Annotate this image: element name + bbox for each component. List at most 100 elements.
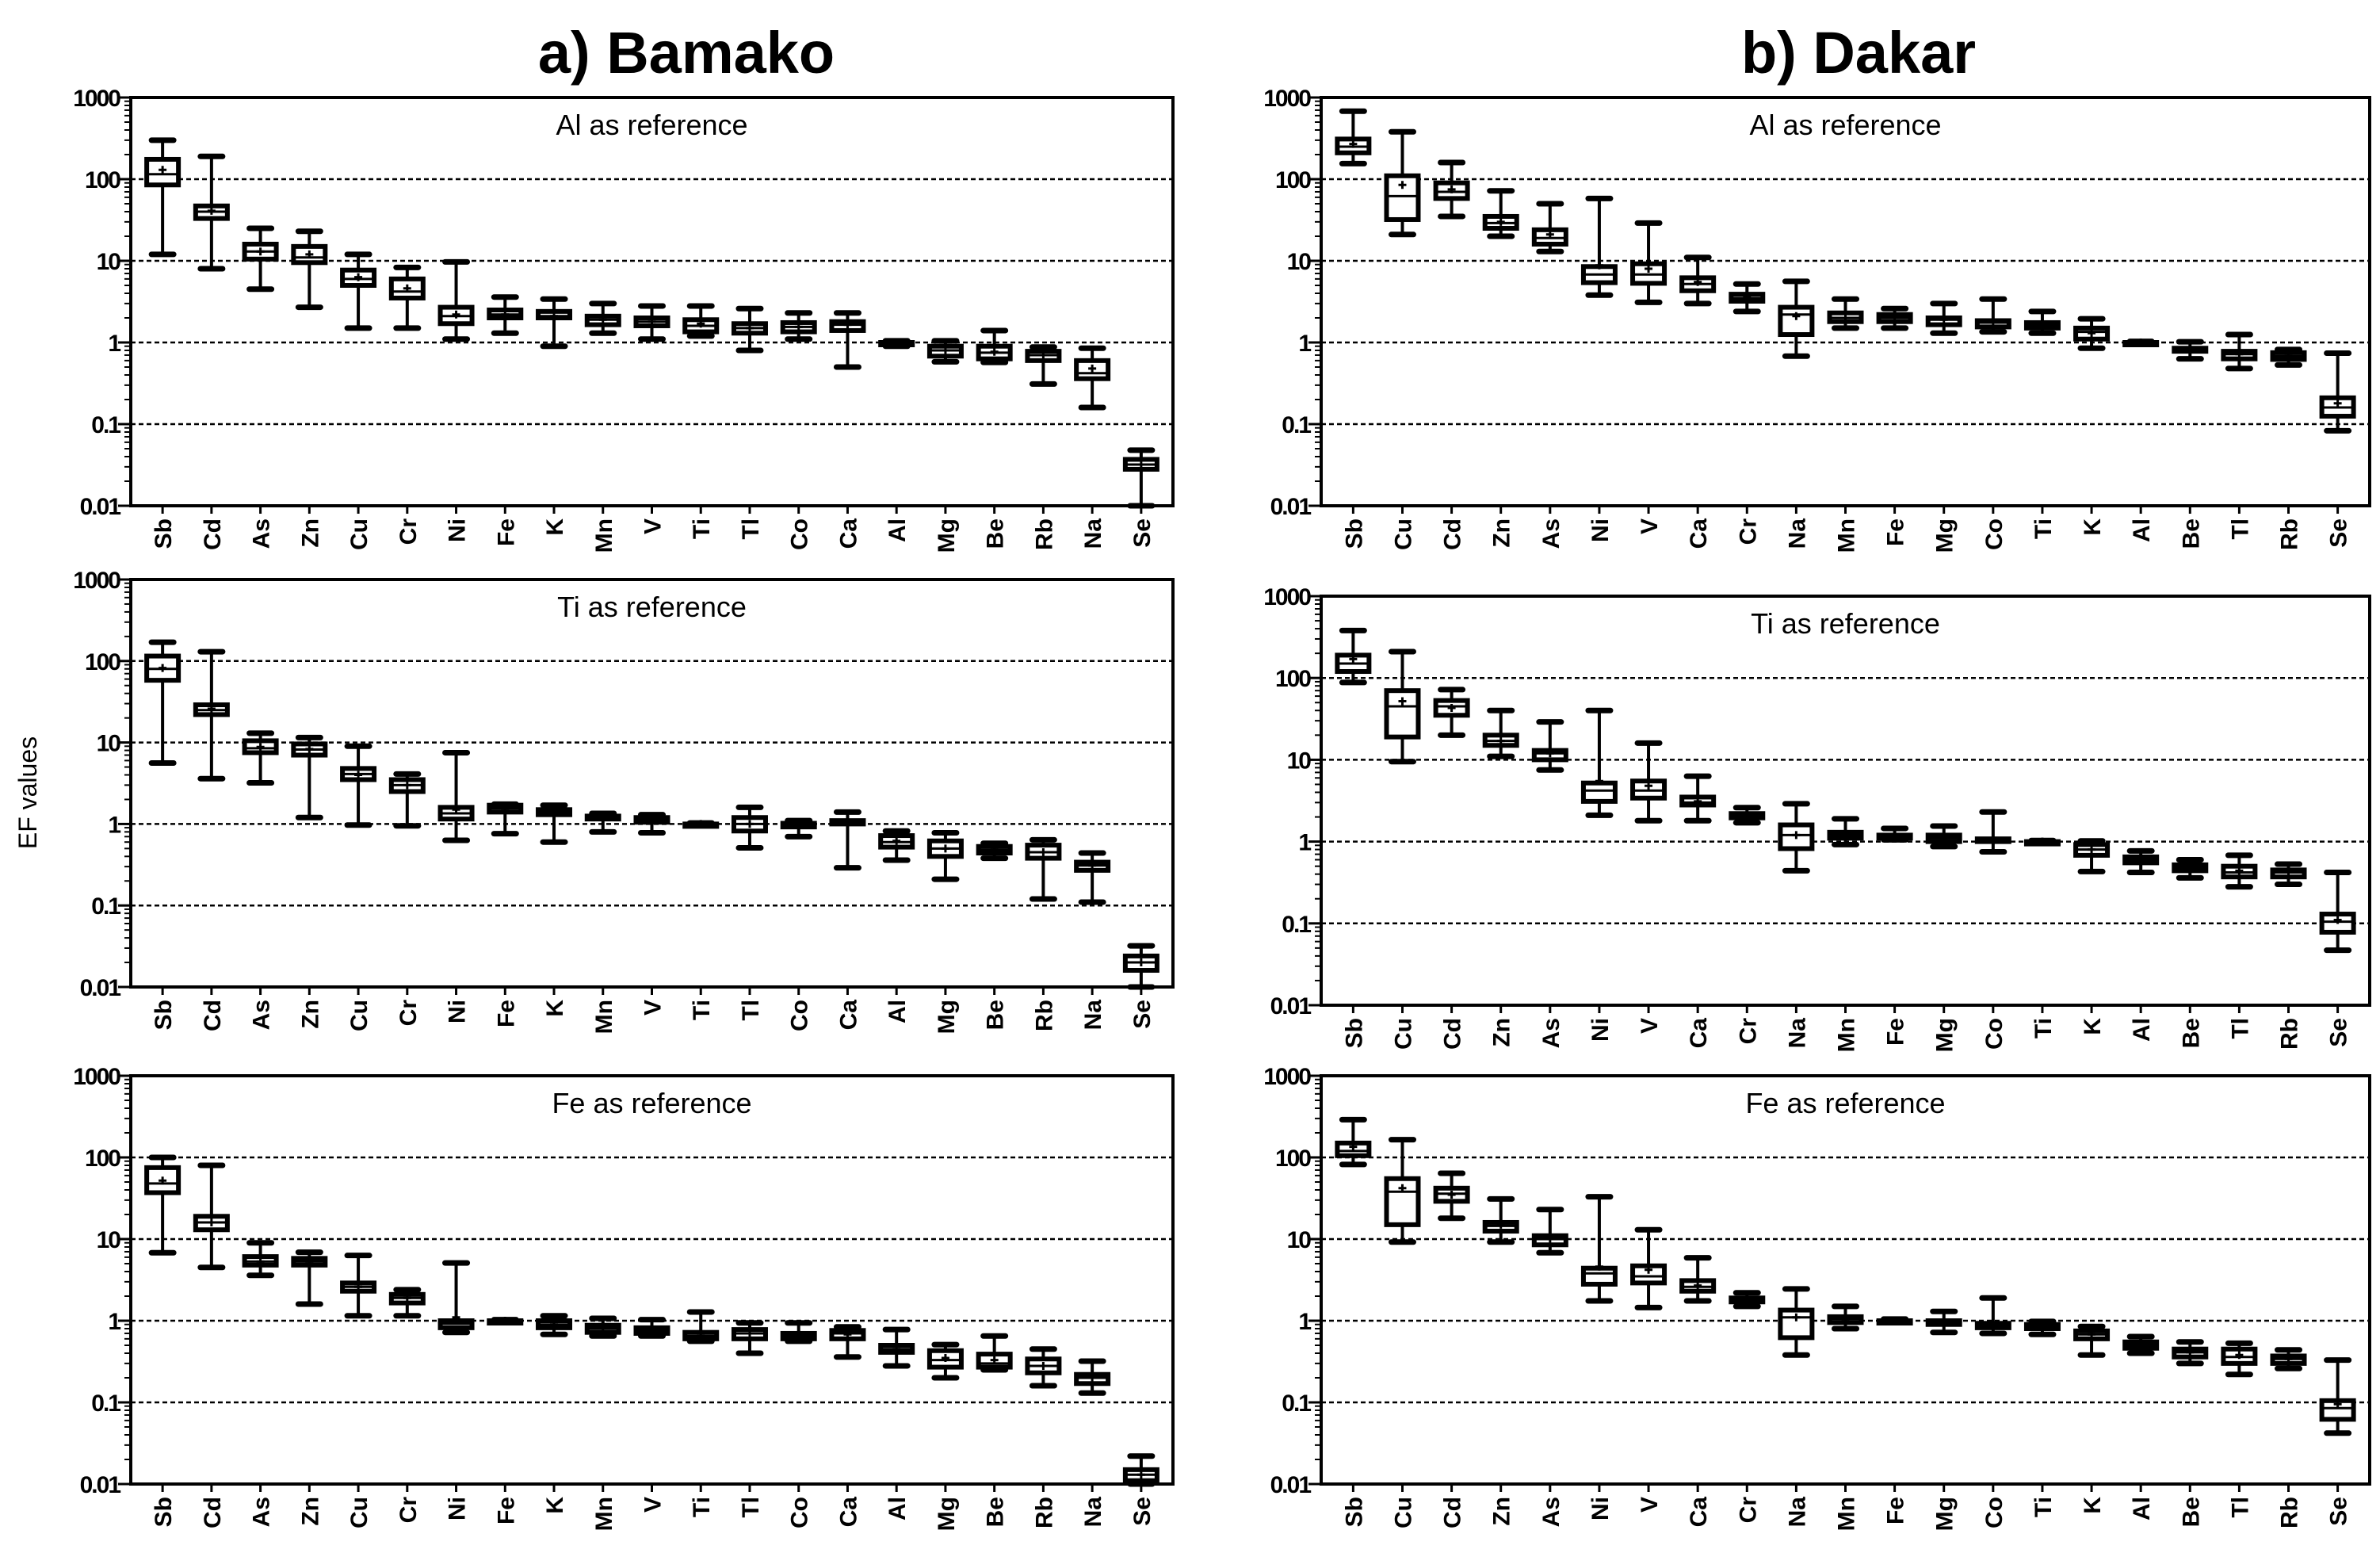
panel-bamako-al: 1000 100 10 1 0.1 0.01 Al as reference Sb Cd As Zn…	[73, 86, 1175, 553]
mean-marker	[1039, 350, 1048, 359]
box-zn: Zn	[1482, 188, 1519, 548]
x-tick-label: Ti	[689, 1000, 715, 1020]
box-rb: Rb	[2270, 861, 2307, 1050]
y-tick-label: 0.01	[1270, 494, 1312, 520]
x-tick-label: Ca	[835, 1000, 861, 1031]
x-tick-label: Ni	[1587, 518, 1614, 542]
box-co: Co	[1974, 1295, 2011, 1528]
mean-marker	[159, 166, 167, 174]
mean-marker	[1694, 1281, 1702, 1290]
x-tick-label: V	[1637, 518, 1663, 534]
x-tick-label: Tl	[2227, 1497, 2253, 1518]
mean-marker	[2038, 837, 2046, 846]
mean-marker	[1137, 1471, 1145, 1479]
box-ca: Ca	[1679, 1255, 1717, 1527]
mean-marker	[745, 820, 754, 828]
y-tick-label: 10	[97, 731, 121, 757]
mean-marker	[207, 206, 216, 215]
x-tick-label: As	[249, 518, 275, 549]
box-fe: Fe	[1876, 1316, 1913, 1524]
box-mg: Mg	[1925, 300, 1962, 553]
mean-marker	[1039, 1361, 1048, 1370]
mean-marker	[2284, 352, 2293, 361]
box-cr: Cr	[1729, 805, 1766, 1045]
iqr-box	[1384, 1176, 1421, 1227]
box-as: As	[1531, 719, 1568, 1048]
x-tick-label: As	[1538, 1018, 1564, 1048]
x-tick-label: Ni	[1587, 1497, 1614, 1520]
mean-marker	[2038, 1322, 2046, 1331]
box-cu: Cu	[340, 743, 377, 1031]
x-tick-label: Tl	[738, 518, 764, 540]
mean-marker	[1595, 777, 1603, 786]
mean-marker	[598, 316, 607, 324]
x-tick-label: Zn	[297, 1497, 323, 1526]
box-be: Be	[976, 327, 1013, 549]
panel-dakar-fe: 1000 100 10 1 0.1 0.01 Fe as reference Sb Cu Cd Zn…	[1263, 1064, 2371, 1531]
x-tick-label: Be	[983, 1000, 1009, 1030]
mean-marker	[159, 1176, 167, 1185]
mean-marker	[207, 704, 216, 713]
box-al: Al	[878, 338, 915, 542]
x-tick-label: Be	[2178, 1497, 2204, 1527]
box-cd: Cd	[1433, 1170, 1470, 1528]
mean-marker	[501, 310, 510, 319]
box-v: V	[1630, 740, 1668, 1034]
mean-marker	[452, 310, 460, 319]
box-fe: Fe	[1876, 305, 1913, 546]
x-tick-label: Cu	[346, 1497, 372, 1528]
plot-frame	[129, 1074, 1175, 1486]
x-tick-label: Rb	[2277, 1497, 2303, 1528]
x-tick-label: Se	[1129, 518, 1156, 548]
mean-marker	[598, 813, 607, 822]
x-tick-label: Cd	[1440, 1497, 1466, 1528]
y-tick-label: 1000	[1263, 584, 1311, 610]
box-se: Se	[1122, 447, 1159, 548]
iqr-box	[1630, 1263, 1668, 1286]
box-se: Se	[1122, 1453, 1159, 1526]
mean-marker	[745, 323, 754, 332]
mean-marker	[452, 1313, 460, 1322]
x-tick-label: Se	[1129, 1000, 1156, 1029]
y-tick-label: 1000	[73, 1064, 120, 1090]
box-zn: Zn	[291, 228, 328, 548]
mean-marker	[2284, 1355, 2293, 1364]
mean-marker	[2038, 321, 2046, 330]
box-ni: Ni	[1580, 1194, 1618, 1520]
x-tick-label: Mg	[934, 1497, 960, 1531]
x-tick-label: Cd	[200, 1000, 226, 1031]
mean-marker	[550, 808, 559, 817]
x-tick-label: V	[1637, 1497, 1663, 1513]
x-tick-label: Sb	[1341, 1018, 1367, 1048]
x-tick-label: Ca	[1686, 1018, 1712, 1049]
y-tick-label: 0.1	[91, 893, 120, 920]
x-tick-label: Cr	[1735, 1018, 1761, 1045]
mean-marker	[1792, 312, 1801, 320]
box-cd: Cd	[193, 648, 230, 1031]
mean-marker	[1890, 832, 1899, 841]
box-mg: Mg	[926, 1341, 964, 1531]
x-tick-label: Cd	[1440, 518, 1466, 550]
x-tick-label: Al	[884, 1497, 911, 1520]
mean-marker	[2235, 1351, 2244, 1360]
mean-marker	[2235, 866, 2244, 875]
mean-marker	[1545, 749, 1554, 758]
box-ti: Ti	[682, 303, 720, 539]
mean-marker	[1645, 782, 1653, 790]
x-tick-label: Na	[1784, 1497, 1810, 1528]
mean-marker	[941, 844, 949, 853]
x-tick-label: V	[640, 518, 667, 534]
x-tick-label: K	[542, 518, 568, 536]
x-tick-label: Ni	[445, 518, 471, 542]
box-mn: Mn	[1827, 296, 1864, 553]
box-ca: Ca	[829, 1324, 866, 1527]
x-tick-label: Cu	[346, 518, 372, 550]
mean-marker	[1841, 1314, 1850, 1323]
mean-marker	[256, 1257, 265, 1266]
box-ti: Ti	[682, 1309, 720, 1517]
mean-marker	[1645, 1265, 1653, 1274]
y-tick-label: 0.1	[1282, 412, 1311, 438]
panel-subtitle: Al as reference	[1749, 109, 1941, 141]
mean-marker	[256, 743, 265, 752]
box-co: Co	[780, 310, 817, 550]
